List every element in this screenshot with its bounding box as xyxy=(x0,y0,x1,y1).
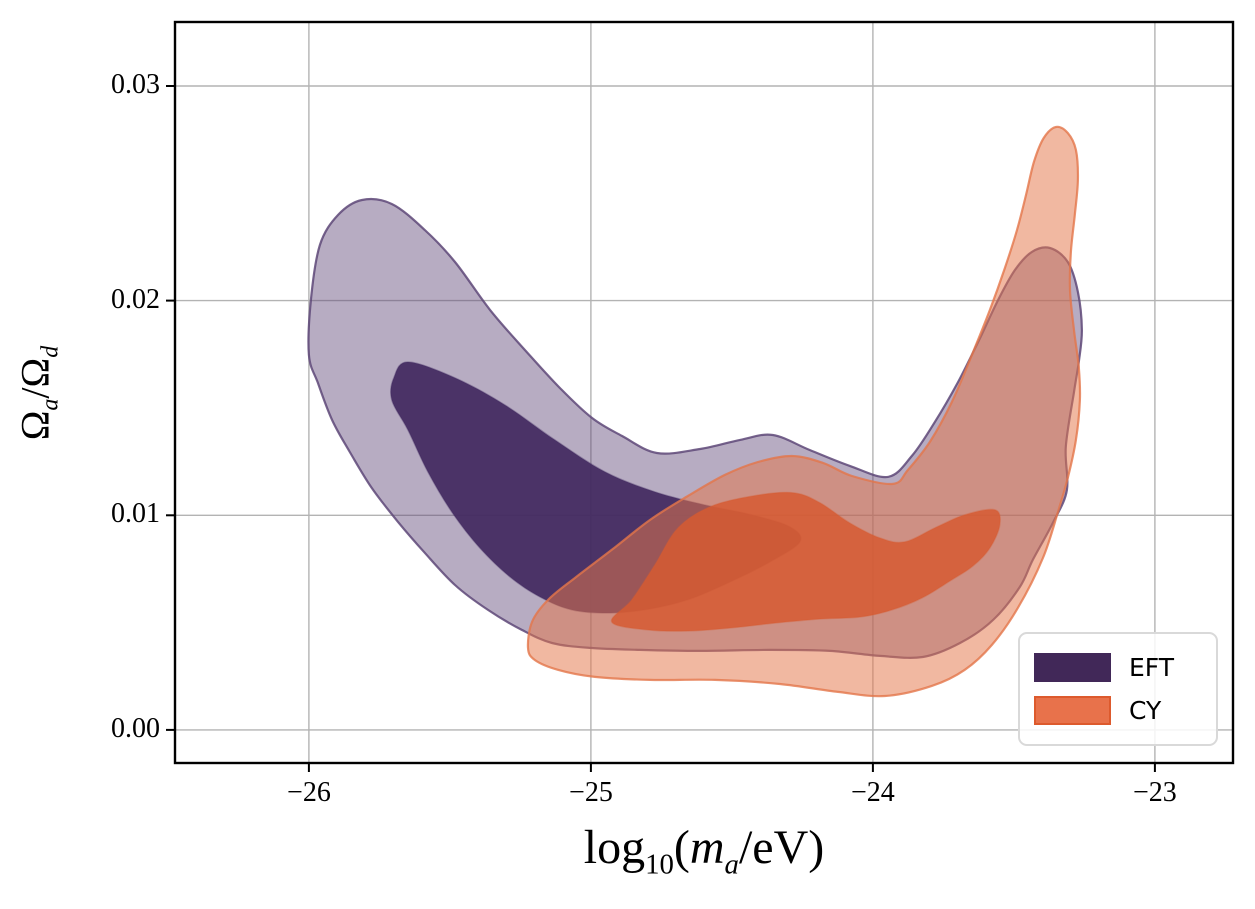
xlabel-mass-variable: m xyxy=(689,821,725,874)
x-tick-label: −26 xyxy=(287,777,331,808)
eft-swatch xyxy=(1034,653,1111,682)
legend-item-cy: CY xyxy=(1034,696,1202,725)
legend-item-eft: EFT xyxy=(1034,653,1202,682)
legend-label-eft: EFT xyxy=(1129,653,1175,682)
y-tick-label: 0.02 xyxy=(111,283,160,315)
x-axis-label: log10(ma/eV) xyxy=(584,820,825,882)
ylabel-omega-d: Ω xyxy=(12,357,58,388)
legend: EFT CY xyxy=(1018,632,1218,746)
x-tick-label: −24 xyxy=(851,777,895,808)
xlabel-log: log xyxy=(583,821,646,874)
ylabel-sub-d: d xyxy=(37,345,64,358)
x-tick-label: −23 xyxy=(1132,777,1177,808)
legend-label-cy: CY xyxy=(1129,696,1162,725)
cy-inner-contour xyxy=(610,491,1001,632)
ylabel-sub-a: a xyxy=(37,398,64,411)
xlabel-unit: /eV) xyxy=(738,821,825,874)
ylabel-omega-a: Ω xyxy=(12,410,58,441)
xlabel-mass-subscript: a xyxy=(724,848,739,881)
ylabel-slash: / xyxy=(12,387,58,399)
xlabel-base: 10 xyxy=(645,848,674,881)
y-axis-label: Ωa/Ωd xyxy=(12,346,65,441)
x-tick-label: −25 xyxy=(569,777,613,808)
cy-swatch xyxy=(1034,696,1111,725)
y-tick-label: 0.01 xyxy=(111,498,160,530)
y-tick-label: 0.03 xyxy=(111,68,160,100)
xlabel-open-paren: ( xyxy=(673,821,690,874)
plot-border xyxy=(173,20,1235,765)
y-tick-label: 0.00 xyxy=(111,712,160,744)
